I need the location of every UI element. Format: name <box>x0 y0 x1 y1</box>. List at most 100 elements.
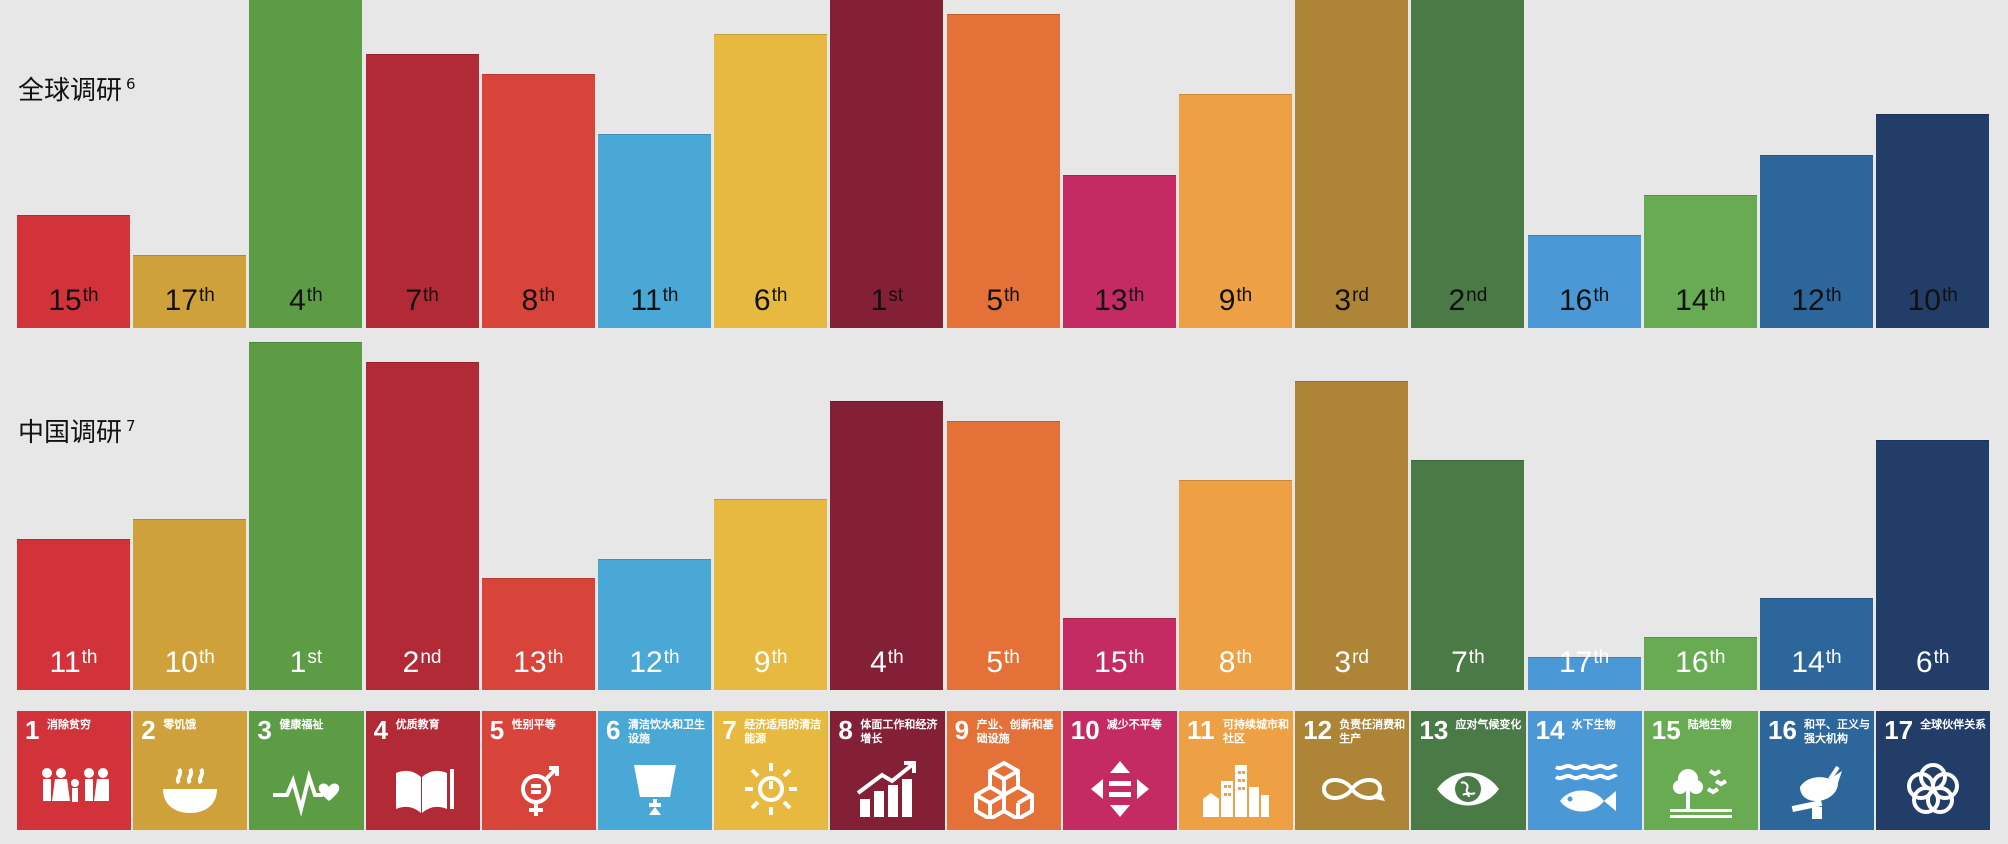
sdg-goal-tile-4: 4 优质教育 <box>365 711 480 830</box>
china-rank-label: 17th <box>1558 646 1610 679</box>
people-icon <box>39 759 113 819</box>
sdg-goal-tile-16: 16 和平、正义与强大机构 <box>1760 711 1875 830</box>
global-bar-goal-11: 9th <box>1179 94 1292 328</box>
sdg-goal-tile-3: 3 健康福祉 <box>249 711 364 830</box>
china-rank-label: 4th <box>870 645 904 679</box>
global-rank-label: 6th <box>753 283 788 317</box>
china-rank-label: 11th <box>49 645 98 679</box>
china-rank-label: 15th <box>1094 645 1145 679</box>
sdg-goal-tile-13: 13 应对气候变化 <box>1411 711 1526 830</box>
goal-name: 零饥饿 <box>163 718 197 731</box>
global-bar-goal-9: 5th <box>946 13 1060 328</box>
global-bar-goal-5: 8th <box>481 74 595 328</box>
sdg-goal-tile-6: 6 清洁饮水和卫生设施 <box>598 711 713 830</box>
china-bar-goal-10: 15th <box>1062 617 1176 690</box>
sdg-goal-tile-12: 12 负责任消费和生产 <box>1295 711 1410 830</box>
global-rank-label: 17th <box>164 284 215 317</box>
sdg-goal-tile-1: 1 消除贫穷 <box>17 711 132 830</box>
china-bar-goal-11: 8th <box>1179 479 1292 690</box>
china-bar-goal-13: 7th <box>1411 460 1525 690</box>
gender-icon <box>504 759 574 819</box>
goal-number: 2 <box>141 715 156 745</box>
sdg-goal-tile-2: 2 零饥饿 <box>133 711 248 830</box>
growth-chart-icon <box>852 759 922 819</box>
global-bar-goal-10: 13th <box>1062 174 1176 328</box>
global-rank-label: 16th <box>1558 283 1610 317</box>
city-icon <box>1201 759 1271 819</box>
goal-name: 健康福祉 <box>279 718 324 731</box>
goal-name: 和平、正义与强大机构 <box>1804 718 1870 745</box>
global-rank-label: 11th <box>630 283 679 317</box>
global-rank-label: 1st <box>870 284 904 317</box>
goal-name: 体面工作和经济增长 <box>860 718 938 745</box>
china-bar-goal-17: 6th <box>1876 440 1990 690</box>
china-rank-label: 9th <box>753 645 788 679</box>
goal-name: 应对气候变化 <box>1455 718 1522 731</box>
partnership-rings-icon <box>1898 759 1968 819</box>
goal-name: 消除贫穷 <box>47 718 91 731</box>
goal-number: 9 <box>954 715 970 745</box>
bowl-icon <box>155 759 225 819</box>
china-bar-goal-15: 16th <box>1643 637 1757 690</box>
goal-number: 3 <box>257 715 272 745</box>
goal-number: 14 <box>1535 715 1565 745</box>
china-bar-goal-16: 14th <box>1760 597 1873 690</box>
sun-icon <box>736 759 806 819</box>
china-bar-goal-4: 2nd <box>365 361 479 690</box>
china-bar-goal-6: 12th <box>598 558 711 690</box>
goal-number: 17 <box>1884 715 1914 745</box>
global-rank-label: 8th <box>521 283 556 317</box>
goal-name: 产业、创新和基础设施 <box>976 718 1054 745</box>
global-bar-goal-14: 16th <box>1527 234 1641 328</box>
goal-name: 清洁饮水和卫生设施 <box>628 718 705 745</box>
global-bar-goal-15: 14th <box>1643 194 1757 328</box>
sdg-goal-tile-10: 10 减少不平等 <box>1062 711 1177 830</box>
equality-arrows-icon <box>1085 759 1155 819</box>
global-rank-label: 10th <box>1907 283 1958 317</box>
global-rank-label: 9th <box>1218 283 1253 317</box>
goal-number: 4 <box>373 715 389 745</box>
china-bar-goal-5: 13th <box>481 578 595 690</box>
global-rank-label: 7th <box>405 284 439 317</box>
book-icon <box>388 759 458 819</box>
global-rank-label: 2nd <box>1448 284 1488 317</box>
fish-icon <box>1550 759 1620 819</box>
global-bar-goal-13: 2nd <box>1411 0 1525 328</box>
goal-name: 可持续城市和社区 <box>1223 718 1289 745</box>
goal-name: 陆地生物 <box>1687 718 1732 731</box>
global-rank-label: 12th <box>1791 284 1842 317</box>
infinity-icon <box>1317 759 1387 819</box>
global-bar-goal-3: 4th <box>249 0 363 328</box>
china-rank-label: 7th <box>1451 646 1485 679</box>
goal-number: 13 <box>1419 715 1449 745</box>
goal-name: 减少不平等 <box>1106 718 1162 731</box>
global-rank-label: 3rd <box>1334 284 1369 317</box>
global-bar-goal-12: 3rd <box>1295 0 1409 328</box>
cubes-icon <box>969 759 1039 822</box>
global-rank-label: 5th <box>986 283 1020 317</box>
goal-name: 经济适用的清洁能源 <box>744 718 822 745</box>
global-bar-goal-2: 17th <box>133 255 247 328</box>
china-bar-goal-2: 10th <box>133 519 247 690</box>
global-rank-label: 15th <box>48 283 99 317</box>
china-rank-label: 12th <box>629 646 680 679</box>
global-survey-label: 全球调研 6 <box>18 75 136 106</box>
goal-number: 11 <box>1187 715 1215 745</box>
heartbeat-icon <box>271 759 341 819</box>
sdg-goal-tile-5: 5 性别平等 <box>481 711 596 830</box>
china-bar-goal-1: 11th <box>17 538 130 690</box>
water-drop-icon <box>620 759 690 819</box>
china-rank-label: 2nd <box>402 646 442 679</box>
china-bar-goal-14: 17th <box>1527 647 1641 690</box>
global-rank-label: 4th <box>289 284 323 317</box>
sdg-goal-tile-17: 17 全球伙伴关系 <box>1876 711 1991 830</box>
china-bar-goal-12: 3rd <box>1295 381 1409 690</box>
eye-globe-icon <box>1433 759 1503 819</box>
goal-name: 全球伙伴关系 <box>1920 718 1987 731</box>
goal-name: 性别平等 <box>511 718 556 731</box>
goal-number: 10 <box>1070 715 1100 745</box>
goal-number: 16 <box>1768 715 1797 745</box>
china-survey-label: 中国调研 7 <box>18 417 136 448</box>
global-bar-goal-6: 11th <box>598 134 711 328</box>
